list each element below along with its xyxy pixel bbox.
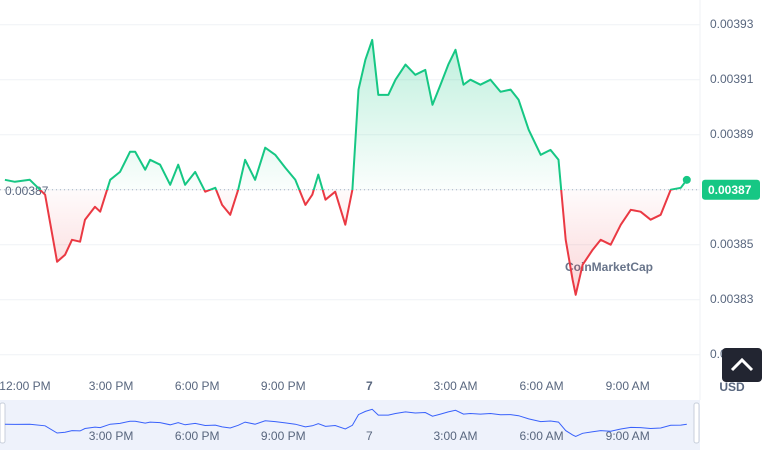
navigator-tick-label: 9:00 PM xyxy=(261,429,306,443)
price-area xyxy=(4,39,687,295)
x-tick-label: 3:00 AM xyxy=(433,379,477,393)
y-tick-label: 0.00383 xyxy=(710,292,754,306)
navigator-handle[interactable] xyxy=(0,402,6,444)
navigator xyxy=(0,400,700,450)
navigator-handle[interactable] xyxy=(693,402,700,444)
navigator-tick-label: 6:00 PM xyxy=(175,429,220,443)
price-box-label: 0.00387 xyxy=(708,183,752,197)
x-tick-label: 9:00 AM xyxy=(606,379,650,393)
navigator-tick-label: 3:00 AM xyxy=(433,429,477,443)
navigator-tick-label: 7 xyxy=(366,429,373,443)
y-tick-label: 0.00391 xyxy=(710,72,754,86)
price-line xyxy=(4,38,688,296)
y-tick-label: 0.00389 xyxy=(710,127,754,141)
button-bg[interactable] xyxy=(722,348,762,382)
navigator-tick-label: 3:00 PM xyxy=(89,429,134,443)
price-box xyxy=(702,179,760,200)
navigator-tick-label: 6:00 AM xyxy=(520,429,564,443)
watermark: CoinMarketCap xyxy=(565,260,653,274)
y-tick-label: 0.00393 xyxy=(710,17,754,31)
current-dot xyxy=(682,175,691,184)
x-tick-label: 6:00 PM xyxy=(175,379,220,393)
x-tick-label: 7 xyxy=(366,379,373,393)
scroll-top-button[interactable] xyxy=(722,348,762,382)
x-tick-label: 12:00 PM xyxy=(0,379,51,393)
x-tick-label: 3:00 PM xyxy=(89,379,134,393)
navigator-line xyxy=(4,408,687,438)
navigator-tick-label: 9:00 AM xyxy=(606,429,650,443)
x-tick-label: 6:00 AM xyxy=(520,379,564,393)
button-icon[interactable] xyxy=(730,357,754,372)
x-tick-label: 9:00 PM xyxy=(261,379,306,393)
currency-label: USD xyxy=(719,380,745,394)
y-tick-label: 0.00385 xyxy=(710,237,754,251)
